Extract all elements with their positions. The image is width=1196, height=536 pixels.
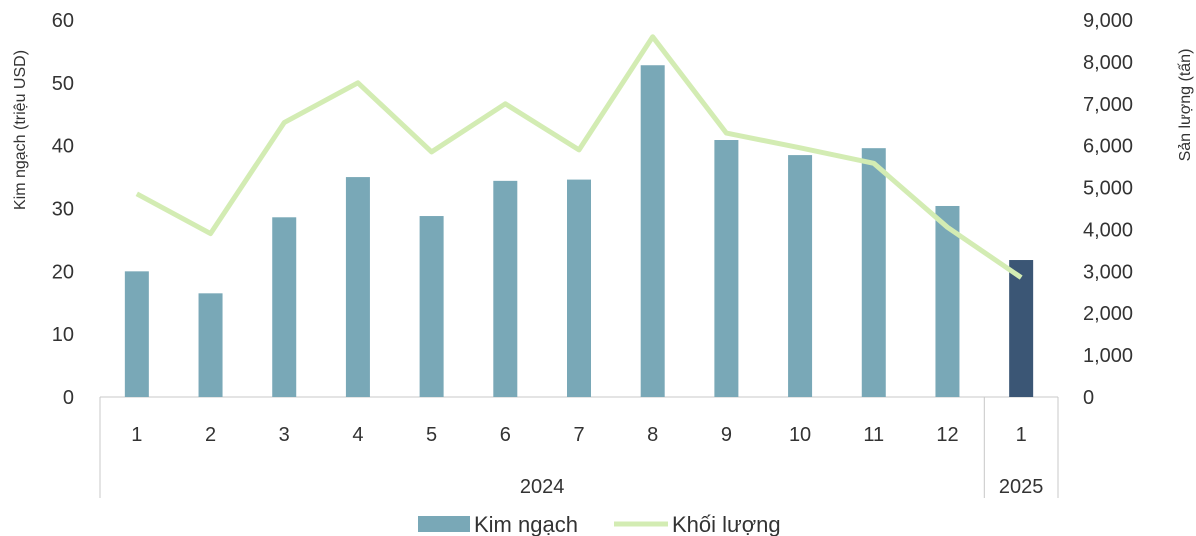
line-path — [135, 34, 1023, 280]
bar — [788, 155, 813, 397]
x-tick-label: 7 — [573, 424, 584, 446]
y-right-tick-label: 5,000 — [1083, 178, 1133, 200]
bar — [272, 217, 297, 397]
bar — [1009, 260, 1034, 397]
y-left-tick-label: 0 — [63, 387, 74, 409]
y-right-tick-label: 0 — [1083, 387, 1094, 409]
x-tick-label: 6 — [500, 424, 511, 446]
bar — [714, 140, 739, 398]
bar — [861, 148, 886, 397]
bar — [493, 180, 518, 397]
bar — [935, 205, 960, 397]
y-right-tick-label: 2,000 — [1083, 303, 1133, 325]
y-right-tick-label: 4,000 — [1083, 219, 1133, 241]
y-left-tick-label: 10 — [52, 324, 74, 346]
left-axis-ticks: 0 10 20 30 40 50 60 — [52, 10, 74, 409]
x-tick-label: 12 — [936, 424, 958, 446]
y-left-tick-label: 50 — [52, 73, 74, 95]
y-right-tick-label: 3,000 — [1083, 261, 1133, 283]
bar — [419, 216, 444, 397]
x-axis-categories: 1 2 3 4 5 6 7 8 9 10 11 12 1 — [131, 424, 1026, 446]
x-group-label: 2024 — [520, 476, 565, 498]
bar — [198, 293, 223, 397]
bar — [640, 65, 665, 398]
y-right-tick-label: 7,000 — [1083, 94, 1133, 116]
bar — [345, 177, 370, 397]
x-tick-label: 3 — [279, 424, 290, 446]
x-tick-label: 5 — [426, 424, 437, 446]
y-left-tick-label: 20 — [52, 261, 74, 283]
x-tick-label: 9 — [721, 424, 732, 446]
legend-label-kim-ngach: Kim ngạch — [474, 512, 578, 536]
legend: Kim ngạch Khối lượng — [418, 512, 781, 536]
y-left-tick-label: 60 — [52, 10, 74, 32]
bar — [567, 179, 591, 397]
x-group-label: 2025 — [999, 476, 1044, 498]
right-axis-ticks: 0 1,000 2,000 3,000 4,000 5,000 6,000 7,000 8,00… — [1083, 10, 1133, 409]
x-tick-label: 1 — [1016, 424, 1027, 446]
legend-swatch-kim-ngach — [418, 516, 470, 532]
x-tick-label: 2 — [205, 424, 216, 446]
line-series — [135, 34, 1023, 280]
y-right-tick-label: 6,000 — [1083, 136, 1133, 158]
y-right-tick-label: 1,000 — [1083, 345, 1133, 367]
bar-series — [124, 65, 1034, 398]
x-tick-label: 8 — [647, 424, 658, 446]
axes: 2024 2025 — [99, 396, 1059, 498]
y-left-tick-label: 30 — [52, 199, 74, 221]
x-tick-label: 1 — [131, 424, 142, 446]
x-tick-label: 4 — [352, 424, 363, 446]
y-left-tick-label: 40 — [52, 136, 74, 158]
y-right-tick-label: 8,000 — [1083, 52, 1133, 74]
y-axis-right-title: Sản lượng (tấn) — [1177, 49, 1194, 162]
y-axis-left-title: Kim ngạch (triệu USD) — [12, 50, 29, 210]
bar — [124, 271, 149, 397]
x-tick-label: 11 — [863, 424, 884, 446]
x-tick-label: 10 — [789, 424, 811, 446]
y-right-tick-label: 9,000 — [1083, 10, 1133, 32]
legend-label-khoi-luong: Khối lượng — [672, 512, 781, 536]
